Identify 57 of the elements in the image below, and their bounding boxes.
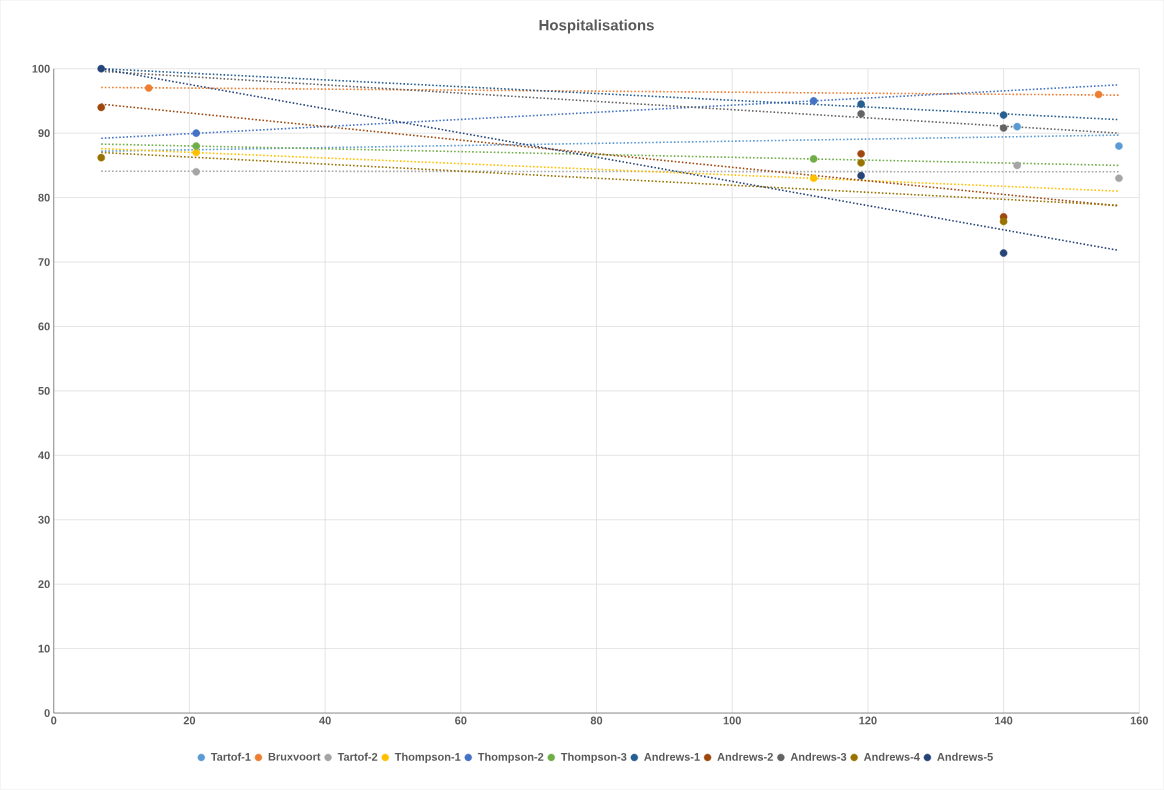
point	[999, 111, 1008, 120]
point	[97, 65, 106, 73]
point	[192, 168, 201, 176]
point	[857, 110, 865, 118]
point	[97, 153, 106, 162]
point	[857, 100, 865, 109]
point	[1115, 142, 1123, 150]
point	[1013, 123, 1021, 131]
x-tick-label: 160	[1130, 716, 1148, 725]
x-tick-label: 60	[455, 716, 467, 725]
legend-label: Tartof-1	[210, 752, 251, 761]
legend-label: Tartof-2	[337, 752, 378, 761]
point	[192, 142, 201, 150]
legend-label: Bruxvoort	[268, 753, 321, 761]
point	[857, 159, 865, 167]
point	[192, 148, 201, 157]
y-tick-label: 30	[38, 515, 50, 524]
point	[857, 171, 865, 180]
point	[999, 217, 1008, 226]
y-tick-label: 60	[38, 322, 50, 331]
y-tick-label: 100	[32, 64, 50, 73]
point	[144, 84, 153, 92]
point	[809, 174, 818, 183]
y-tick-label: 70	[38, 258, 50, 267]
y-tick-label: 50	[38, 387, 50, 395]
point	[857, 150, 865, 158]
x-tick-label: 100	[723, 716, 741, 725]
y-tick-label: 20	[38, 580, 50, 589]
point	[999, 249, 1008, 257]
y-tick-label: 40	[38, 451, 50, 460]
y-tick-label: 0	[44, 709, 50, 718]
x-tick-label: 120	[859, 716, 877, 725]
legend-label: Thompson-1	[394, 752, 461, 764]
y-tick-label: 90	[38, 129, 50, 138]
x-tick-label: 140	[995, 716, 1013, 725]
legend-label: Andrews-1	[644, 752, 700, 761]
x-tick-label: 0	[51, 716, 57, 725]
x-tick-label: 80	[590, 716, 603, 725]
point	[999, 124, 1008, 132]
point	[1013, 161, 1021, 170]
point	[192, 129, 201, 138]
x-tick-label: 40	[319, 716, 331, 725]
point	[97, 103, 106, 112]
point	[1094, 90, 1103, 99]
x-tick-label: 20	[183, 716, 196, 725]
legend-label: Andrews-5	[937, 752, 993, 761]
y-tick-label: 10	[38, 644, 50, 653]
legend-label: Andrews-2	[717, 752, 773, 761]
chart-title: Hospitalisations	[539, 19, 654, 34]
legend-label: Andrews-4	[863, 752, 920, 761]
legend-label: Andrews-3	[790, 752, 847, 761]
point	[1115, 174, 1123, 183]
point	[809, 155, 818, 163]
y-tick-label: 80	[38, 193, 50, 202]
legend-label: Thompson-2	[477, 752, 544, 764]
legend-label: Thompson-3	[560, 752, 627, 764]
point	[809, 97, 818, 105]
